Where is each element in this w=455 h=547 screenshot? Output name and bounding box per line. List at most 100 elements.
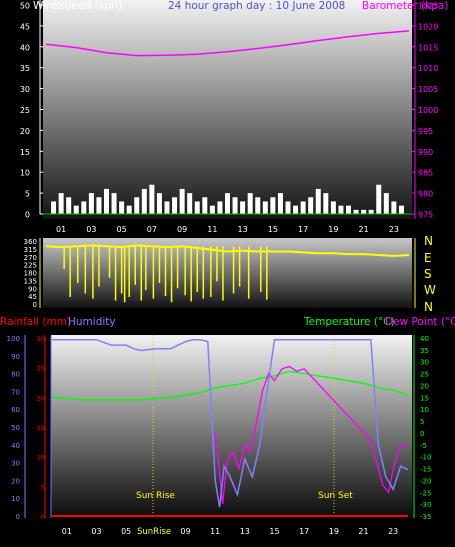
wind-direction-series bbox=[45, 244, 410, 303]
windspeed-bar bbox=[353, 209, 359, 214]
direction-tick-label: 225 bbox=[24, 262, 37, 270]
humidity-tick-label: 30 bbox=[11, 460, 20, 468]
panel3-x-tick-label: 09 bbox=[180, 527, 190, 536]
windspeed-bar bbox=[232, 197, 238, 214]
panel2-plot-area bbox=[43, 238, 412, 308]
barometer-tick-label: 1005 bbox=[418, 85, 438, 94]
temperature-tick-label: -25 bbox=[420, 489, 431, 497]
windspeed-bar bbox=[270, 197, 276, 214]
panel3-x-tick-label: 13 bbox=[240, 527, 250, 536]
panel1-x-tick-label: 11 bbox=[207, 225, 217, 234]
humidity-tick-label: 10 bbox=[11, 495, 20, 503]
windspeed-bar bbox=[179, 188, 185, 214]
panel3-x-tick-label: 21 bbox=[358, 527, 368, 536]
temperature-tick-label: 25 bbox=[420, 371, 429, 379]
windspeed-bar bbox=[262, 201, 268, 214]
windspeed-bar bbox=[330, 201, 336, 214]
humidity-ticks: 0 10 20 30 40 50 60 70 80 90 100 bbox=[7, 335, 26, 521]
windspeed-bar bbox=[361, 209, 367, 214]
sunrise-label: Sun Rise bbox=[136, 491, 175, 501]
temperature-tick-label: 35 bbox=[420, 347, 429, 355]
barometer-tick-label: 980 bbox=[418, 190, 433, 199]
barometer-axis-label: Barometer (kpa) bbox=[362, 0, 448, 12]
panel3-x-tick-label: 15 bbox=[269, 527, 279, 536]
panel3-plot-area bbox=[51, 335, 412, 518]
windspeed-bar bbox=[104, 188, 109, 214]
windspeed-bar bbox=[368, 209, 374, 214]
windspeed-tick-label: 40 bbox=[20, 43, 30, 52]
windspeed-tick-label: 25 bbox=[20, 106, 30, 115]
direction-tick-label: 0 bbox=[33, 301, 37, 309]
barometer-tick-label: 990 bbox=[418, 148, 433, 157]
barometer-tick-label: 995 bbox=[418, 127, 433, 136]
panel1-x-tick-label: 03 bbox=[86, 225, 96, 234]
windspeed-bar bbox=[51, 201, 57, 214]
panel3-x-tick-label: 17 bbox=[299, 527, 309, 536]
barometer-ticks: 975 980 985 990 995 1000 1005 1010 1015 1020 1025 bbox=[412, 0, 438, 220]
windspeed-bar bbox=[346, 205, 351, 214]
windspeed-tick-label: 0 bbox=[25, 211, 30, 220]
panel1-title: 24 hour graph day : 10 June 2008 bbox=[168, 0, 345, 12]
rainfall-tick-label: 20 bbox=[37, 394, 45, 402]
panel1-x-tick-label: 21 bbox=[359, 225, 369, 234]
windspeed-bar bbox=[391, 201, 397, 214]
windspeed-bar bbox=[285, 201, 291, 214]
barometer-tick-label: 985 bbox=[418, 169, 433, 178]
compass-tick-label: S bbox=[424, 267, 432, 281]
windspeed-tick-label: 15 bbox=[20, 148, 30, 157]
rainfall-ticks: 0 5 10 15 20 25 30 bbox=[37, 335, 46, 521]
dewpoint-line bbox=[214, 365, 408, 505]
windspeed-bar bbox=[164, 201, 170, 214]
sunset-label: Sun Set bbox=[318, 491, 353, 501]
windspeed-bars bbox=[51, 184, 404, 214]
windspeed-bar bbox=[111, 193, 117, 214]
humidity-tick-label: 60 bbox=[11, 406, 20, 414]
humidity-tick-label: 100 bbox=[7, 335, 20, 343]
direction-tick-label: 270 bbox=[24, 254, 37, 262]
windspeed-bar bbox=[88, 193, 94, 214]
temperature-tick-label: 15 bbox=[420, 394, 429, 402]
windspeed-bar bbox=[315, 188, 321, 214]
direction-tick-label: 180 bbox=[24, 270, 37, 278]
humidity-tick-label: 40 bbox=[11, 442, 20, 450]
windspeed-axis-label: Windspeed (kph) bbox=[33, 0, 122, 12]
panel3-x-tick-label: 01 bbox=[62, 527, 72, 536]
temperature-axis-label: Temperature (°C) bbox=[303, 316, 395, 328]
humidity-line bbox=[52, 339, 409, 508]
panel1-x-tick-label: 09 bbox=[177, 225, 187, 234]
windspeed-bar bbox=[398, 205, 404, 214]
panel1-x-tick-label: 19 bbox=[328, 225, 338, 234]
panel1-x-tick-label: 01 bbox=[56, 225, 66, 234]
windspeed-bar bbox=[383, 193, 389, 214]
windspeed-bar bbox=[225, 193, 230, 214]
panel3-x-tick-label: 23 bbox=[388, 527, 398, 536]
rainfall-tick-label: 10 bbox=[37, 454, 45, 462]
windspeed-bar bbox=[293, 205, 299, 214]
temperature-tick-label: 40 bbox=[420, 335, 429, 343]
direction-tick-label: 135 bbox=[24, 277, 37, 285]
windspeed-bar bbox=[187, 193, 193, 214]
windspeed-bar bbox=[255, 197, 261, 214]
temperature-tick-label: -30 bbox=[420, 501, 431, 509]
panel1-x-tick-label: 23 bbox=[389, 225, 399, 234]
rainfall-tick-label: 30 bbox=[37, 335, 45, 343]
panel1-x-tick-label: 17 bbox=[298, 225, 308, 234]
windspeed-tick-label: 50 bbox=[20, 2, 30, 11]
panel3-x-ticks: 01 03 05 09 11 13 15 17 19 21 23 bbox=[62, 527, 399, 536]
windspeed-bar bbox=[73, 205, 79, 214]
windspeed-bar bbox=[209, 205, 215, 214]
temperature-tick-label: -5 bbox=[420, 442, 427, 450]
rainfall-tick-label: 15 bbox=[37, 424, 45, 432]
direction-tick-label: 360 bbox=[24, 238, 37, 246]
temperature-tick-label: -10 bbox=[420, 454, 431, 462]
direction-tick-label: 90 bbox=[28, 285, 37, 293]
sunrise-x-label: SunRise bbox=[137, 527, 171, 537]
barometer-tick-label: 1015 bbox=[418, 43, 438, 52]
panel1-x-tick-label: 05 bbox=[117, 225, 127, 234]
humidity-axis-label: Humidity bbox=[68, 316, 116, 328]
panel3-x-tick-label: 19 bbox=[329, 527, 339, 536]
humidity-tick-label: 20 bbox=[11, 477, 20, 485]
temperature-ticks: -35 -30 -25 -20 -15 -10 -5 0 5 10 15 20 25 30 35 40 bbox=[413, 335, 431, 521]
temperature-tick-label: 10 bbox=[420, 406, 429, 414]
wind-direction-line bbox=[45, 244, 410, 257]
